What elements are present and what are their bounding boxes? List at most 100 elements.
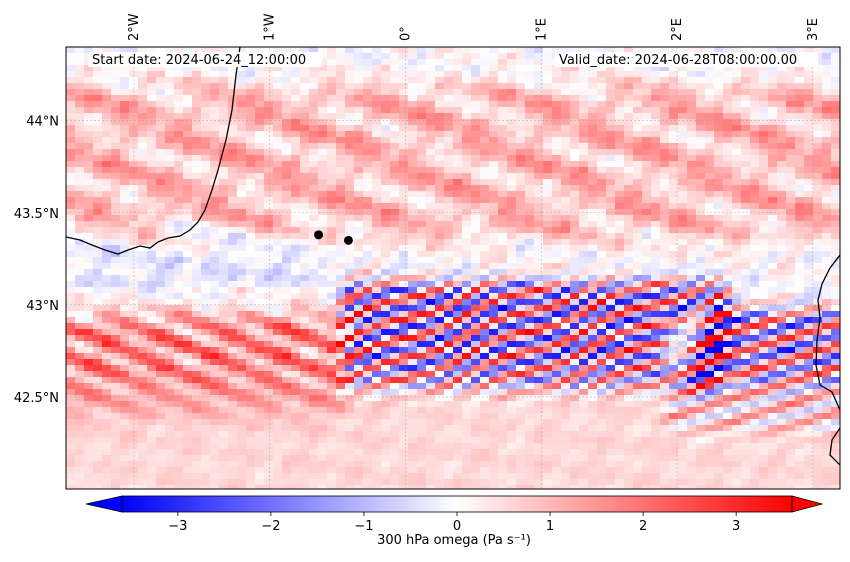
field-cell	[426, 419, 436, 426]
field-cell	[372, 275, 382, 282]
field-cell	[273, 47, 283, 54]
field-cell	[633, 359, 643, 366]
field-cell	[273, 293, 283, 300]
field-cell	[318, 53, 328, 60]
field-cell	[480, 197, 490, 204]
field-cell	[336, 245, 346, 252]
field-cell	[516, 143, 526, 150]
field-cell	[264, 401, 274, 408]
field-cell	[309, 251, 319, 258]
field-cell	[399, 473, 409, 480]
field-cell	[597, 47, 607, 54]
field-cell	[246, 119, 256, 126]
field-cell	[642, 197, 652, 204]
field-cell	[210, 203, 220, 210]
field-cell	[615, 335, 625, 342]
field-cell	[588, 149, 598, 156]
field-cell	[84, 341, 94, 348]
field-cell	[660, 407, 670, 414]
field-cell	[561, 293, 571, 300]
field-cell	[651, 89, 661, 96]
field-cell	[75, 335, 85, 342]
field-cell	[246, 197, 256, 204]
field-cell	[381, 359, 391, 366]
field-cell	[237, 269, 247, 276]
field-cell	[93, 371, 103, 378]
field-cell	[111, 257, 121, 264]
field-cell	[507, 101, 517, 108]
field-cell	[147, 377, 157, 384]
field-cell	[561, 131, 571, 138]
field-cell	[642, 65, 652, 72]
field-cell	[354, 191, 364, 198]
field-cell	[210, 65, 220, 72]
field-cell	[75, 407, 85, 414]
field-cell	[354, 155, 364, 162]
field-cell	[381, 269, 391, 276]
field-cell	[165, 143, 175, 150]
field-cell	[111, 155, 121, 162]
field-cell	[327, 143, 337, 150]
field-cell	[264, 215, 274, 222]
field-cell	[75, 329, 85, 336]
field-cell	[282, 281, 292, 288]
field-cell	[219, 305, 229, 312]
field-cell	[120, 257, 130, 264]
field-cell	[372, 101, 382, 108]
field-cell	[561, 329, 571, 336]
field-cell	[273, 161, 283, 168]
field-cell	[363, 89, 373, 96]
field-cell	[147, 467, 157, 474]
field-cell	[642, 179, 652, 186]
field-cell	[552, 155, 562, 162]
field-cell	[372, 359, 382, 366]
field-cell	[354, 359, 364, 366]
field-cell	[579, 347, 589, 354]
field-cell	[372, 281, 382, 288]
field-cell	[201, 209, 211, 216]
field-cell	[516, 83, 526, 90]
field-cell	[597, 209, 607, 216]
field-cell	[399, 53, 409, 60]
field-cell	[165, 479, 175, 486]
field-cell	[102, 425, 112, 432]
field-cell	[579, 425, 589, 432]
field-cell	[210, 107, 220, 114]
field-cell	[174, 353, 184, 360]
field-cell	[426, 257, 436, 264]
field-cell	[498, 161, 508, 168]
field-cell	[624, 335, 634, 342]
field-cell	[417, 257, 427, 264]
field-cell	[633, 371, 643, 378]
field-cell	[102, 167, 112, 174]
field-cell	[93, 173, 103, 180]
field-cell	[651, 65, 661, 72]
field-cell	[498, 413, 508, 420]
field-cell	[255, 65, 265, 72]
field-cell	[300, 257, 310, 264]
field-cell	[120, 287, 130, 294]
field-cell	[435, 245, 445, 252]
field-cell	[237, 449, 247, 456]
field-cell	[363, 257, 373, 264]
field-cell	[390, 389, 400, 396]
field-cell	[111, 485, 121, 489]
field-cell	[615, 197, 625, 204]
field-cell	[156, 77, 166, 84]
field-cell	[228, 257, 238, 264]
field-cell	[552, 485, 562, 489]
field-cell	[291, 371, 301, 378]
field-cell	[642, 323, 652, 330]
field-cell	[624, 371, 634, 378]
field-cell	[84, 269, 94, 276]
field-cell	[300, 77, 310, 84]
field-cell	[597, 317, 607, 324]
field-cell	[174, 365, 184, 372]
field-cell	[426, 425, 436, 432]
field-cell	[147, 275, 157, 282]
field-cell	[75, 65, 85, 72]
field-cell	[435, 179, 445, 186]
field-cell	[462, 293, 472, 300]
field-cell	[588, 101, 598, 108]
field-cell	[444, 395, 454, 402]
